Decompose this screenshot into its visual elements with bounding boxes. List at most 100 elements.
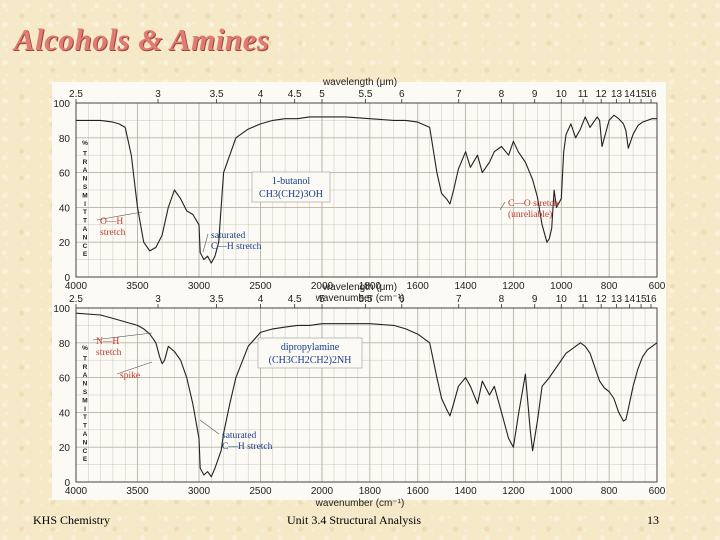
wavenumber-tick-label: 1400: [454, 486, 477, 497]
wavenumber-tick-label: 2000: [311, 486, 334, 497]
y-axis-label-char: A: [83, 167, 88, 174]
wavenumber-tick-label: 1400: [454, 281, 477, 292]
annotation-label: spike: [120, 371, 140, 381]
wavelength-tick-label: 6: [399, 294, 405, 305]
annotation-leader: [116, 361, 153, 375]
wavenumber-tick-label: 1800: [359, 281, 382, 292]
annotation-leader: [199, 419, 220, 435]
wavelength-tick-label: 5: [319, 89, 325, 100]
plot-frame: [75, 307, 658, 483]
compound-name: 1-butanol: [272, 176, 311, 187]
y-axis-label-char: T: [83, 423, 87, 430]
wavelength-tick-label: 2.5: [69, 294, 83, 305]
y-tick-label: 0: [64, 273, 70, 284]
wavelength-tick-label: 8: [499, 89, 505, 100]
y-axis-label-char: A: [83, 431, 88, 438]
y-axis-label-char: T: [83, 414, 87, 421]
y-axis-label-char: %: [82, 140, 88, 147]
compound-box: [257, 337, 363, 369]
wavenumber-tick-label: 1200: [502, 281, 525, 292]
y-tick-label: 60: [59, 169, 71, 180]
wavelength-tick-label: 13: [611, 294, 623, 305]
wavelength-tick-label: 15: [635, 89, 647, 100]
compound-formula: CH3(CH2)3OH: [259, 189, 323, 200]
annotation-label: O—H: [100, 217, 123, 227]
wavelength-tick-label: 3.5: [210, 89, 224, 100]
wavelength-tick-label: 13: [611, 89, 623, 100]
compound-box: [251, 171, 331, 203]
wavenumber-axis-label: wavenumber (cm⁻¹): [315, 293, 405, 304]
spectrum-trace: [75, 312, 658, 478]
wavelength-tick-label: 5.5: [359, 89, 373, 100]
y-axis-label-char: C: [83, 448, 88, 455]
wavenumber-tick-label: 3500: [126, 281, 149, 292]
y-tick-label: 20: [59, 443, 71, 454]
wavelength-tick-label: 4: [258, 294, 264, 305]
wavelength-tick-label: 6: [399, 89, 405, 100]
wavelength-tick-label: 16: [645, 294, 657, 305]
y-tick-label: 100: [53, 99, 70, 110]
wavenumber-tick-label: 2500: [249, 281, 272, 292]
wavelength-tick-label: 2.5: [69, 89, 83, 100]
wavenumber-tick-label: 600: [649, 486, 666, 497]
wavenumber-tick-label: 1200: [502, 486, 525, 497]
wavenumber-tick-label: 1000: [550, 486, 573, 497]
y-axis-label-char: E: [83, 251, 88, 258]
wavelength-tick-label: 11: [578, 294, 589, 305]
y-axis-label-char: N: [83, 381, 88, 388]
annotation-label: N—H: [96, 337, 119, 347]
wavenumber-tick-label: 800: [601, 486, 618, 497]
y-axis-label-char: M: [82, 397, 87, 404]
wavelength-tick-label: 14: [624, 294, 636, 305]
footer-course: KHS Chemistry: [33, 513, 111, 527]
wavenumber-tick-label: 2000: [311, 281, 334, 292]
wavenumber-tick-label: 4000: [65, 486, 88, 497]
y-axis-label-char: N: [83, 439, 88, 446]
compound-formula: (CH3CH2CH2)2NH: [269, 355, 352, 366]
wavelength-tick-label: 4.5: [288, 89, 302, 100]
wavelength-tick-label: 3: [155, 89, 161, 100]
wavelength-tick-label: 9: [532, 89, 538, 100]
wavelength-tick-label: 16: [645, 89, 657, 100]
annotation-label: saturated: [211, 231, 246, 241]
wavelength-tick-label: 14: [624, 89, 636, 100]
annotation-leader: [92, 332, 153, 341]
y-axis-label-char: C: [83, 243, 88, 250]
slide-title: Alcohols & Amines: [14, 22, 270, 57]
wavenumber-tick-label: 3500: [126, 486, 149, 497]
annotation-label: C—H stretch: [222, 442, 273, 452]
wavenumber-tick-label: 1600: [407, 486, 430, 497]
annotation-leader: [96, 211, 143, 221]
annotation-label: C—O stretch: [508, 199, 559, 209]
wavelength-axis-label: wavelength (μm): [322, 282, 397, 293]
wavelength-axis-label: wavelength (μm): [322, 77, 397, 88]
wavelength-tick-label: 7: [456, 294, 462, 305]
annotation-label: stretch: [100, 228, 126, 238]
y-axis-label-char: T: [83, 355, 87, 362]
y-axis-label-char: R: [83, 364, 88, 371]
wavelength-tick-label: 15: [635, 294, 647, 305]
wavelength-tick-label: 9: [532, 294, 538, 305]
y-axis-label-char: M: [82, 192, 87, 199]
annotation-label: saturated: [222, 431, 257, 441]
y-tick-label: 0: [64, 478, 70, 489]
wavelength-tick-label: 10: [556, 89, 568, 100]
wavelength-tick-label: 3.5: [210, 294, 224, 305]
annotation-label: C—H stretch: [211, 242, 262, 252]
wavenumber-tick-label: 3000: [188, 486, 211, 497]
wavelength-tick-label: 12: [596, 89, 608, 100]
annotation-leader: [202, 233, 209, 253]
wavenumber-tick-label: 1600: [407, 281, 430, 292]
wavelength-tick-label: 11: [578, 89, 589, 100]
wavelength-tick-label: 5: [319, 294, 325, 305]
y-tick-label: 80: [59, 339, 71, 350]
y-axis-label-char: I: [84, 406, 86, 413]
y-tick-label: 80: [59, 134, 71, 145]
wavelength-tick-label: 4: [258, 89, 264, 100]
wavenumber-tick-label: 1800: [359, 486, 382, 497]
y-axis-label-char: A: [83, 226, 88, 233]
wavelength-tick-label: 7: [456, 89, 462, 100]
